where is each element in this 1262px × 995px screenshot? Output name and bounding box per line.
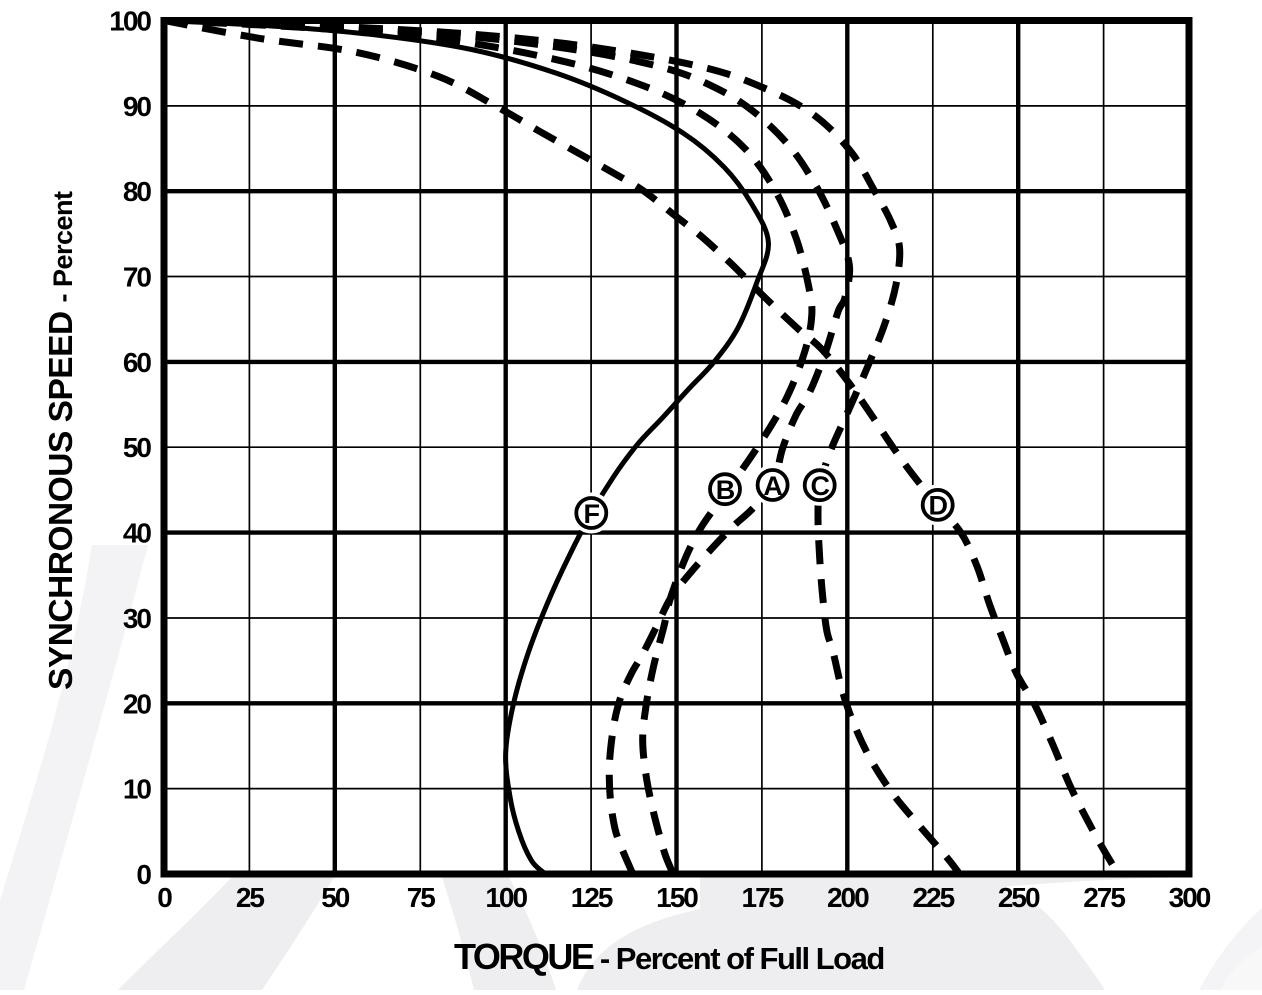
svg-text:SYNCHRONOUS SPEED - Percent: SYNCHRONOUS SPEED - Percent — [43, 191, 80, 690]
svg-text:300: 300 — [1169, 882, 1211, 913]
svg-text:225: 225 — [912, 882, 954, 913]
svg-text:175: 175 — [742, 882, 784, 913]
svg-text:0: 0 — [157, 882, 172, 913]
svg-text:50: 50 — [123, 432, 152, 463]
svg-text:C: C — [810, 471, 829, 501]
svg-text:125: 125 — [571, 882, 613, 913]
svg-text:0: 0 — [136, 859, 151, 890]
svg-text:200: 200 — [827, 882, 869, 913]
svg-text:TORQUE - Percent of Full Load: TORQUE - Percent of Full Load — [454, 936, 884, 977]
svg-text:70: 70 — [123, 262, 152, 293]
svg-text:25: 25 — [236, 882, 265, 913]
svg-text:90: 90 — [123, 91, 152, 122]
svg-text:B: B — [716, 475, 735, 505]
svg-text:150: 150 — [656, 882, 698, 913]
svg-text:50: 50 — [321, 882, 350, 913]
svg-text:250: 250 — [998, 882, 1040, 913]
svg-text:F: F — [584, 499, 600, 529]
svg-text:20: 20 — [123, 688, 152, 719]
svg-text:A: A — [763, 471, 782, 501]
svg-text:100: 100 — [109, 6, 151, 37]
svg-text:60: 60 — [123, 347, 152, 378]
svg-text:10: 10 — [123, 774, 152, 805]
svg-text:80: 80 — [123, 176, 152, 207]
svg-text:D: D — [928, 491, 947, 521]
svg-text:100: 100 — [485, 882, 527, 913]
svg-text:40: 40 — [123, 518, 152, 549]
svg-text:30: 30 — [123, 603, 152, 634]
svg-text:75: 75 — [407, 882, 436, 913]
svg-text:275: 275 — [1083, 882, 1125, 913]
